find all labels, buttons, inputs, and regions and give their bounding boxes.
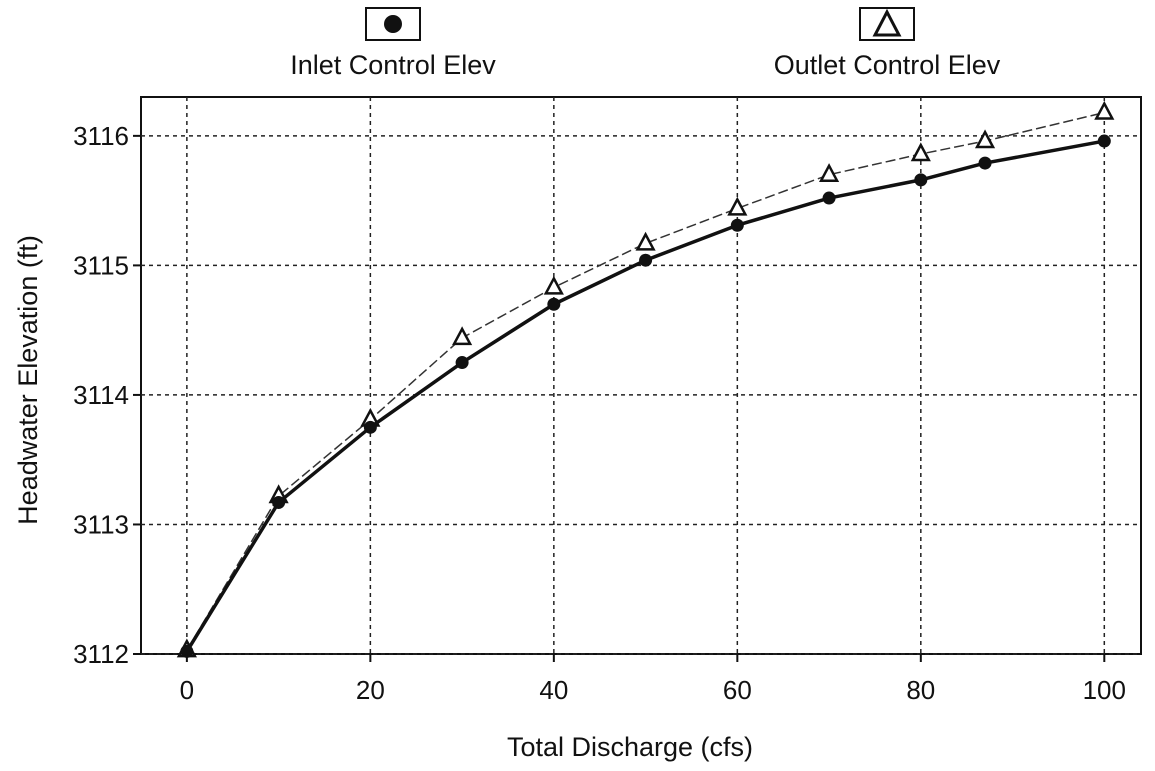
data-point-inlet — [978, 156, 992, 170]
data-point-outlet — [910, 142, 931, 162]
x-axis: 0 20 40 60 80 100 — [180, 654, 1126, 705]
legend-item-inlet: Inlet Control Elev — [290, 7, 496, 80]
data-point-outlet — [818, 163, 840, 182]
legend-label-inlet: Inlet Control Elev — [290, 50, 496, 80]
data-point-outlet — [635, 231, 656, 251]
y-tick-label: 3112 — [73, 639, 129, 669]
data-point-outlet — [974, 129, 996, 149]
legend-item-outlet: Outlet Control Elev — [774, 7, 1001, 80]
x-tick-label: 80 — [906, 675, 935, 705]
data-point-inlet — [822, 191, 836, 205]
data-point-inlet — [180, 644, 194, 658]
y-tick-label: 3115 — [73, 250, 129, 280]
y-tick-label: 3116 — [73, 121, 129, 151]
x-axis-title: Total Discharge (cfs) — [507, 732, 753, 762]
data-point-inlet — [547, 297, 561, 311]
x-tick-label: 60 — [723, 675, 752, 705]
y-tick-label: 3113 — [73, 509, 129, 539]
y-tick-label: 3114 — [73, 380, 129, 410]
plot-frame — [140, 96, 1142, 655]
data-point-inlet — [272, 495, 286, 509]
data-point-inlet — [363, 420, 377, 434]
data-point-outlet — [727, 196, 748, 216]
y-axis: 3112 3113 3114 3115 3116 — [73, 121, 141, 669]
legend-label-outlet: Outlet Control Elev — [774, 50, 1001, 80]
x-tick-label: 100 — [1083, 675, 1126, 705]
data-point-inlet — [730, 218, 744, 232]
x-tick-label: 40 — [539, 675, 568, 705]
data-point-outlet — [543, 275, 564, 295]
x-tick-label: 0 — [180, 675, 194, 705]
data-point-inlet — [1097, 134, 1111, 148]
data-point-inlet — [914, 173, 928, 187]
legend-swatch-inlet — [365, 7, 421, 41]
grid — [141, 97, 1141, 655]
data-point-inlet — [639, 253, 653, 267]
series-line-outlet — [186, 111, 1105, 651]
x-tick-label: 20 — [356, 675, 385, 705]
y-axis-title: Headwater Elevation (ft) — [13, 235, 43, 525]
data-point-outlet — [1094, 100, 1115, 120]
data-point-inlet — [455, 356, 469, 370]
legend: Inlet Control Elev Outlet Control Elev — [290, 7, 1001, 80]
series-layer — [176, 100, 1115, 658]
legend-marker-triangle — [872, 8, 902, 37]
data-point-outlet — [452, 326, 473, 346]
legend-marker-circle — [384, 15, 402, 33]
